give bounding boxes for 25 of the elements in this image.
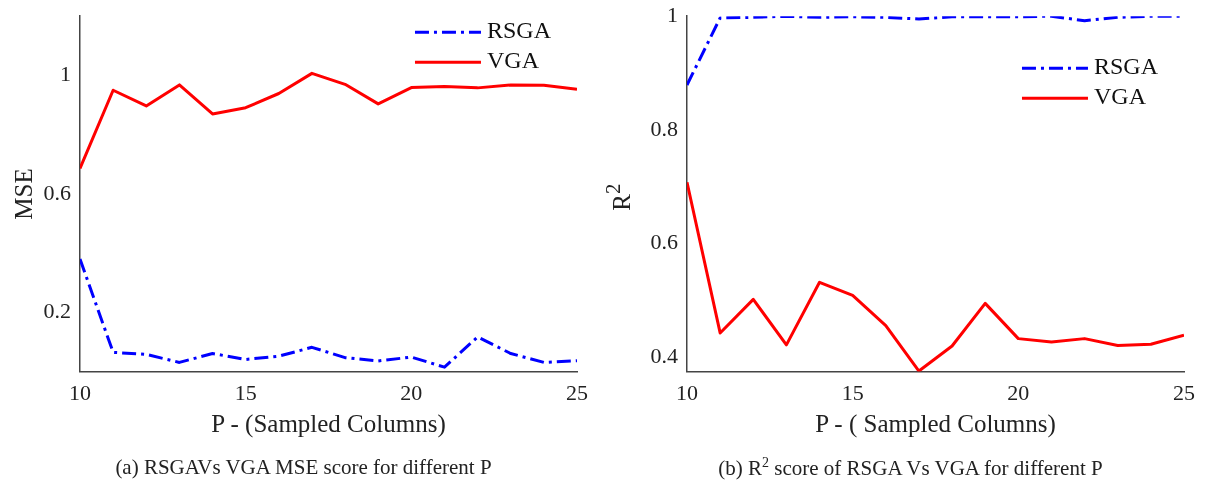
x-axis-title: P - ( Sampled Columns)	[814, 410, 1057, 438]
x-tick-label: 10	[69, 379, 91, 405]
x-tick-label: 10	[676, 379, 698, 405]
y-axis-title: MSE	[9, 168, 38, 220]
y-tick-label: 0.2	[43, 298, 71, 324]
y-tick-label: 0.6	[650, 229, 678, 255]
y-tick-label: 1	[667, 1, 678, 27]
line-series	[80, 257, 577, 369]
y-tick-label: 0.8	[650, 115, 678, 141]
y-tick-label: 1	[60, 61, 71, 87]
legend-label: VGA	[1093, 83, 1147, 110]
x-tick-label: 20	[1007, 379, 1030, 405]
legend-label: RSGA	[1093, 53, 1159, 80]
text: (b) R$^{2}$ score of RSGA Vs VGA for different P	[717, 455, 1104, 481]
y-tick-label: 0.4	[650, 343, 678, 369]
x-tick-label: 15	[841, 379, 864, 405]
legend-label: VGA	[486, 47, 540, 74]
text: (a) RSGAVs VGA MSE score for different P	[114, 455, 493, 480]
x-tick-label: 20	[400, 379, 423, 405]
y-tick-label: 0.6	[43, 179, 71, 205]
x-tick-label: 25	[1173, 379, 1195, 405]
x-tick-label: 15	[234, 379, 257, 405]
x-axis-title: P - (Sampled Columns)	[210, 410, 447, 438]
legend-label: RSGA	[486, 17, 552, 44]
x-tick-label: 25	[566, 379, 588, 405]
